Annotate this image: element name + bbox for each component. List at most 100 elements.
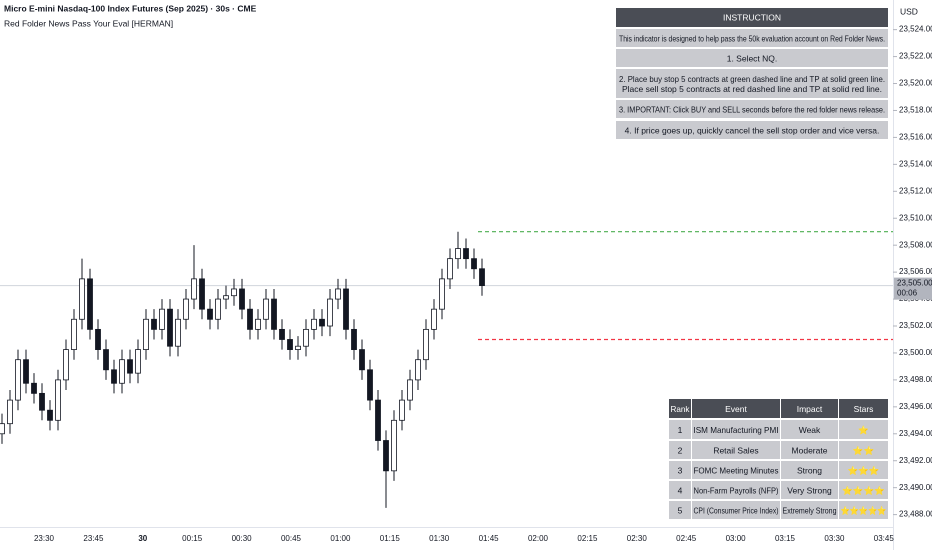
events-text: 5: [678, 505, 683, 515]
x-tick-label: 02:30: [627, 534, 648, 543]
candle-body: [223, 295, 229, 300]
y-tick-label: 23,496.00: [899, 402, 932, 411]
x-tick-label: 00:45: [281, 534, 302, 543]
instruction-cell: [616, 49, 888, 67]
events-text: 1: [678, 425, 683, 435]
y-tick-label: 23,512.00: [899, 186, 932, 195]
candle-body: [423, 328, 429, 361]
candle-body: [103, 349, 109, 371]
x-tick-label: 02:00: [528, 534, 549, 543]
events-text: CPI (Consumer Price Index): [694, 505, 779, 515]
bar-countdown: 00:06: [897, 289, 918, 298]
candle-body: [7, 399, 13, 425]
y-tick-label: 23,516.00: [899, 133, 932, 142]
x-tick-label: 01:30: [429, 534, 450, 543]
candle-body: [95, 328, 101, 350]
x-tick-label: 00:30: [232, 534, 253, 543]
candle-body: [231, 288, 237, 297]
candle-body: [135, 349, 141, 374]
events-cell: [781, 420, 838, 439]
candle-body: [207, 308, 213, 320]
candle-body: [367, 369, 373, 401]
candle-body: [239, 288, 245, 310]
candle-body: [183, 298, 189, 320]
events-cell: [669, 481, 691, 499]
y-tick-label: 23,502.00: [899, 321, 932, 330]
candle-body: [351, 328, 357, 350]
events-cell: [692, 461, 780, 479]
events-text: Non-Farm Payrolls (NFP): [694, 485, 779, 495]
events-cell: [839, 420, 888, 439]
candle-body: [407, 379, 413, 401]
x-tick-label: 02:15: [577, 534, 598, 543]
x-tick-label: 03:45: [874, 534, 895, 543]
x-tick-label: 03:30: [824, 534, 845, 543]
currency: USD: [900, 6, 918, 16]
events-text: 4: [678, 485, 683, 495]
events-stars: ⭐⭐⭐: [848, 465, 880, 475]
events-cell: [781, 501, 838, 519]
events-cell: [839, 481, 888, 499]
candle-body: [455, 248, 461, 260]
x-tick-label: 02:45: [676, 534, 697, 543]
events-text: 3: [678, 465, 683, 475]
events-header-cell: [669, 399, 691, 418]
candle-body: [431, 308, 437, 330]
candle-body: [303, 328, 309, 347]
y-tick-label: 23,488.00: [899, 510, 932, 519]
events-cell: [839, 441, 888, 459]
candle-body: [295, 345, 301, 350]
candle-body: [287, 339, 293, 350]
candle-body: [479, 268, 485, 286]
candle-body: [255, 318, 261, 330]
y-tick-label: 23,514.00: [899, 159, 932, 168]
candle-body: [31, 382, 37, 394]
y-tick-label: 23,494.00: [899, 429, 932, 438]
candle-body: [335, 288, 341, 300]
candle-body: [151, 318, 157, 330]
events-text: Extremely Strong: [783, 505, 837, 515]
candle-body: [215, 298, 221, 320]
candle-body: [159, 308, 165, 330]
candle-body: [119, 359, 125, 384]
events-cell: [781, 441, 838, 459]
events-text: ISM Manufacturing PMI: [694, 425, 779, 435]
instruction-cell: [616, 69, 888, 98]
events-text: Weak: [799, 425, 821, 435]
instruction-text: Place sell stop 5 contracts at red dashe…: [622, 84, 882, 94]
candle-body: [127, 359, 133, 374]
y-tick-label: 23,520.00: [899, 79, 932, 88]
y-tick-label: 23,518.00: [899, 106, 932, 115]
indicator-name: Red Folder News Pass Your Eval [HERMAN]: [4, 18, 173, 28]
x-tick-label: 30: [138, 534, 147, 543]
events-stars: ⭐⭐⭐⭐: [842, 485, 885, 495]
y-tick-label: 23,492.00: [899, 456, 932, 465]
y-tick-label: 23,510.00: [899, 213, 932, 222]
candle-body: [87, 278, 93, 330]
candle-body: [63, 349, 69, 381]
events-header: Impact: [797, 404, 823, 414]
x-tick-label: 01:15: [380, 534, 401, 543]
candle-body: [439, 278, 445, 310]
candle-body: [39, 392, 45, 411]
y-tick-label: 23,498.00: [899, 375, 932, 384]
candle-body: [55, 379, 61, 421]
candle-body: [327, 298, 333, 327]
x-tick-label: 23:30: [34, 534, 55, 543]
events-header: Stars: [854, 404, 874, 414]
candle-body: [79, 278, 85, 320]
instruction-text: 1. Select NQ.: [727, 53, 778, 63]
events-cell: [669, 501, 691, 519]
candle-body: [199, 278, 205, 310]
candle-body: [383, 440, 389, 472]
events-text: Strong: [797, 465, 822, 475]
events-stars: ⭐⭐: [853, 445, 875, 455]
candle-body: [471, 258, 477, 270]
x-tick-label: 23:45: [83, 534, 104, 543]
candle-body: [175, 318, 181, 347]
instruction-text: 4. If price goes up, quickly cancel the …: [625, 125, 880, 135]
events-text: 2: [678, 445, 683, 455]
instruction-text: This indicator is designed to help pass …: [619, 33, 885, 43]
instruction-header: INSTRUCTION: [723, 12, 781, 22]
candle-body: [47, 409, 53, 421]
